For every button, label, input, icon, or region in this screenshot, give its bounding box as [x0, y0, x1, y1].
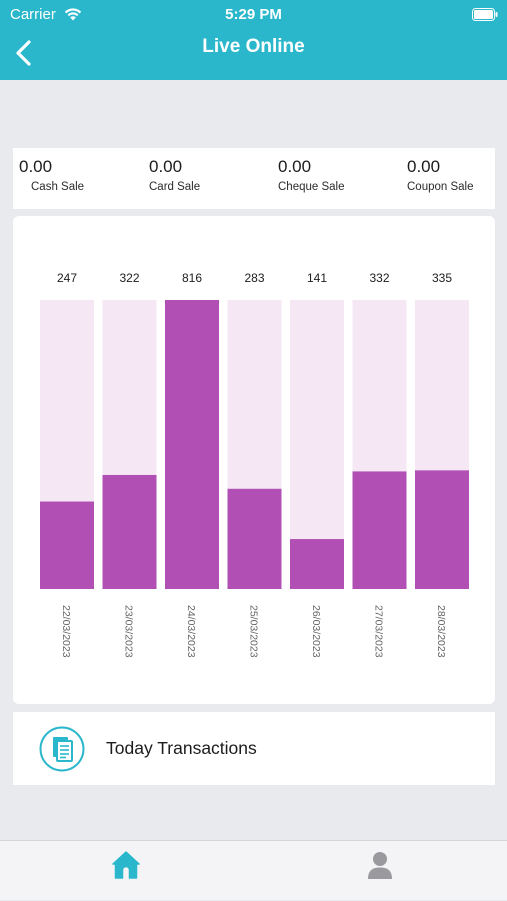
card-sale: 0.00 Card Sale: [143, 148, 263, 209]
tab-bar: [0, 840, 507, 900]
wifi-icon: [64, 8, 82, 21]
card-sale-value: 0.00: [149, 157, 183, 176]
carrier-label: Carrier: [10, 6, 56, 23]
bar-value-label: 283: [244, 271, 264, 285]
back-button[interactable]: [10, 38, 40, 68]
bar[interactable]: [290, 539, 344, 589]
document-list-icon: [39, 726, 85, 772]
x-tick-label: 28/03/2023: [435, 605, 447, 658]
status-bar: Carrier 5:29 PM: [0, 0, 507, 28]
home-icon: [112, 851, 140, 879]
cash-sale-value: 0.00: [19, 157, 53, 176]
page-title: Live Online: [202, 36, 305, 57]
user-icon: [368, 852, 392, 879]
bar-value-label: 247: [57, 271, 77, 285]
x-tick-label: 22/03/2023: [60, 605, 72, 658]
nav-bar: Live Online: [0, 28, 507, 80]
cash-sale-label: Cash Sale: [31, 181, 85, 193]
bar[interactable]: [352, 471, 407, 589]
bar-value-label: 335: [432, 271, 452, 285]
cash-sale: 0.00 Cash Sale: [13, 148, 133, 209]
x-tick-label: 24/03/2023: [185, 605, 197, 658]
bar[interactable]: [165, 300, 219, 589]
bar-value-label: 141: [307, 271, 327, 285]
coupon-sale: 0.00 Coupon Sale: [401, 148, 507, 209]
sales-bar-chart: 247 22/03/2023 322 23/03/2023 816 24/03/2023 2…: [40, 271, 469, 658]
today-transactions-button[interactable]: Today Transactions: [13, 712, 495, 785]
bar-value-label: 322: [119, 271, 139, 285]
coupon-sale-value: 0.00: [407, 157, 441, 176]
header: Carrier 5:29 PM Live Online: [0, 0, 507, 80]
sales-chart-card: 247 22/03/2023 322 23/03/2023 816 24/03/2023 2…: [13, 216, 495, 704]
x-tick-label: 25/03/2023: [248, 605, 260, 658]
cheque-sale: 0.00 Cheque Sale: [272, 148, 392, 209]
x-tick-label: 26/03/2023: [310, 605, 322, 658]
x-tick-label: 27/03/2023: [373, 605, 385, 658]
sales-summary: 0.00 Cash Sale 0.00 Card Sale 0.00 Chequ…: [13, 148, 495, 209]
bar[interactable]: [227, 488, 282, 589]
coupon-sale-label: Coupon Sale: [407, 181, 474, 193]
cheque-sale-label: Cheque Sale: [278, 181, 345, 193]
tab-home[interactable]: [0, 841, 253, 901]
bar[interactable]: [40, 501, 94, 589]
status-time: 5:29 PM: [225, 6, 282, 23]
bar-value-label: 816: [182, 271, 202, 285]
bar-value-label: 332: [369, 271, 389, 285]
bar[interactable]: [102, 474, 157, 589]
bar[interactable]: [415, 470, 469, 589]
card-sale-label: Card Sale: [149, 181, 201, 193]
x-tick-label: 23/03/2023: [123, 605, 135, 658]
today-transactions-label: Today Transactions: [106, 738, 257, 758]
tab-profile[interactable]: [254, 841, 507, 901]
cheque-sale-value: 0.00: [278, 157, 312, 176]
battery-icon: [472, 8, 498, 21]
